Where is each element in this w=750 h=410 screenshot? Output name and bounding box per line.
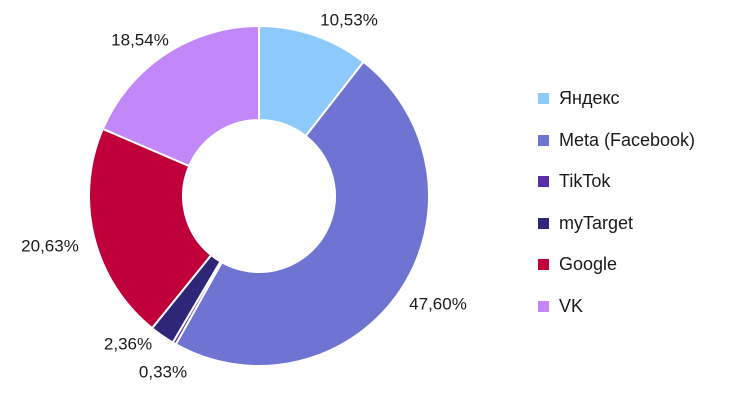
data-label: 0,33% [139, 362, 187, 381]
legend-label: Meta (Facebook) [559, 129, 696, 150]
legend-label: VK [559, 295, 584, 316]
legend-label: Яндекс [559, 88, 620, 109]
data-label: 2,36% [104, 334, 152, 353]
legend-item: TikTok [538, 161, 695, 203]
slice-meta-facebook [174, 60, 430, 367]
legend-swatch [538, 93, 549, 105]
data-label: 18,54% [111, 30, 169, 49]
legend-item: Google [538, 244, 695, 286]
legend-swatch [538, 134, 549, 146]
legend-item: Яндекс [538, 78, 695, 120]
legend-label: Google [559, 254, 618, 275]
legend-label: TikTok [559, 171, 611, 192]
legend-item: Meta (Facebook) [538, 120, 695, 162]
slice-vk [101, 24, 260, 168]
data-label: 20,63% [21, 236, 79, 255]
legend-item: myTarget [538, 203, 695, 245]
legend-swatch [538, 176, 549, 188]
legend-label: myTarget [559, 212, 634, 233]
data-label: 10,53% [320, 10, 378, 29]
data-label: 47,60% [409, 294, 467, 313]
legend-swatch [538, 300, 549, 312]
legend-item: VK [538, 286, 695, 328]
slice-google [88, 127, 213, 330]
legend: Яндекс Meta (Facebook) TikTok myTarget Googl… [538, 78, 695, 327]
legend-swatch [538, 217, 549, 229]
legend-swatch [538, 259, 549, 271]
